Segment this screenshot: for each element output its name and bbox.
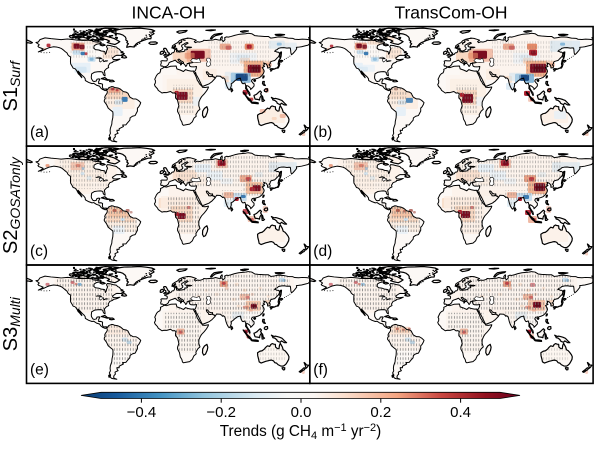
svg-text:(c): (c) bbox=[30, 243, 48, 260]
svg-text:(f): (f) bbox=[313, 361, 328, 378]
svg-text:(e): (e) bbox=[30, 361, 49, 378]
svg-text:(d): (d) bbox=[313, 243, 332, 260]
svg-text:0.2: 0.2 bbox=[370, 404, 391, 421]
svg-text:(b): (b) bbox=[313, 124, 332, 141]
svg-text:INCA-OH: INCA-OH bbox=[132, 3, 206, 23]
svg-text:−0.4: −0.4 bbox=[127, 404, 157, 421]
svg-text:0.0: 0.0 bbox=[291, 404, 312, 421]
svg-text:0.4: 0.4 bbox=[450, 404, 471, 421]
svg-text:(a): (a) bbox=[30, 124, 49, 141]
svg-text:TransCom-OH: TransCom-OH bbox=[394, 3, 507, 23]
svg-text:Trends (g CH4 m−1 yr−2): Trends (g CH4 m−1 yr−2) bbox=[220, 422, 382, 442]
svg-text:−0.2: −0.2 bbox=[206, 404, 236, 421]
